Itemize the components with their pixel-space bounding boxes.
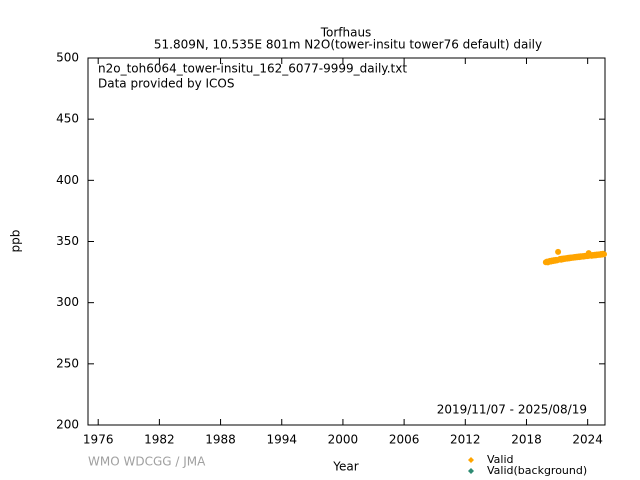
y-tick-label: 500 bbox=[56, 51, 79, 65]
y-tick-label: 200 bbox=[56, 418, 79, 432]
chart-subtitle: 51.809N, 10.535E 801m N2O(tower-insitu t… bbox=[154, 38, 542, 52]
x-tick-label: 2024 bbox=[572, 433, 603, 447]
legend-marker bbox=[468, 457, 474, 463]
x-tick-label: 2000 bbox=[328, 433, 359, 447]
annotation: 2019/11/07 - 2025/08/19 bbox=[437, 403, 587, 417]
data-point bbox=[555, 248, 562, 255]
y-tick-label: 300 bbox=[56, 295, 79, 309]
y-tick-label: 450 bbox=[56, 112, 79, 126]
x-tick-label: 1988 bbox=[205, 433, 236, 447]
x-tick-label: 2006 bbox=[389, 433, 420, 447]
x-tick-label: 1982 bbox=[144, 433, 175, 447]
legend-label: Valid(background) bbox=[487, 464, 587, 477]
x-tick-label: 2012 bbox=[450, 433, 481, 447]
x-tick-label: 2018 bbox=[511, 433, 542, 447]
chart-title: Torfhaus bbox=[320, 26, 372, 40]
legend-marker bbox=[468, 468, 474, 474]
y-tick-label: 400 bbox=[56, 173, 79, 187]
x-axis-label: Year bbox=[332, 460, 358, 474]
x-tick-label: 1994 bbox=[266, 433, 297, 447]
credit: WMO WDCGG / JMA bbox=[88, 455, 206, 469]
annotation: Data provided by ICOS bbox=[98, 77, 234, 91]
data-point bbox=[600, 251, 607, 258]
x-tick-label: 1976 bbox=[83, 433, 114, 447]
plot-frame bbox=[87, 57, 606, 426]
legend-label: Valid bbox=[487, 453, 514, 466]
y-tick-label: 250 bbox=[56, 356, 79, 370]
y-tick-label: 350 bbox=[56, 234, 79, 248]
y-axis-label: ppb bbox=[9, 230, 23, 253]
annotation: n2o_toh6064_tower-insitu_162_6077-9999_d… bbox=[98, 62, 407, 76]
